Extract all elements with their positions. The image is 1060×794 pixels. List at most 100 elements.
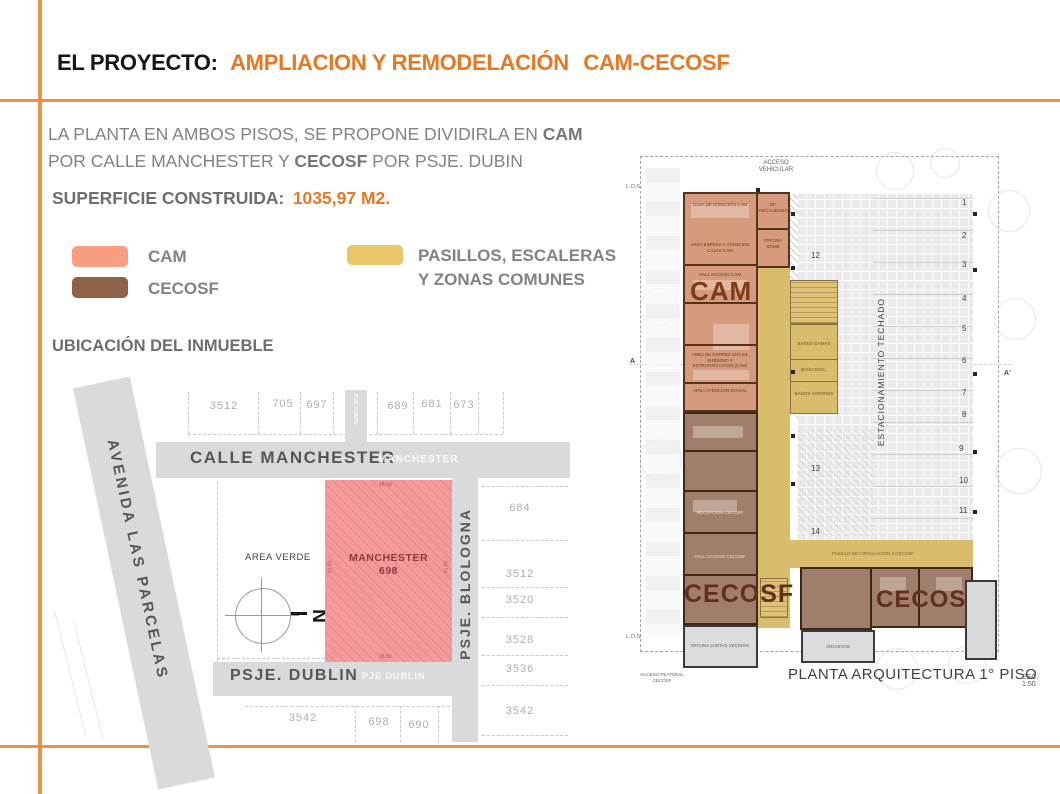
parcel-number: 3536: [505, 663, 535, 675]
left-accent-rule: [38, 0, 42, 794]
furniture: [693, 370, 749, 380]
wall-line: [758, 228, 788, 230]
superficie-value: 1035,97 M2.: [292, 188, 391, 208]
parcel-divider: [217, 658, 325, 659]
parcel-divider: [482, 587, 568, 588]
parcel-number: 681: [421, 398, 443, 410]
page-title-orange: AMPLIACION Y REMODELACIÓN: [230, 50, 569, 75]
parking-stalls: [873, 198, 973, 538]
los-label-bottom: L.O.S.: [626, 634, 642, 640]
hatch-area: [797, 430, 873, 536]
wall-line: [685, 382, 756, 384]
street-label-manchester: CALLE MANCHESTER: [190, 448, 396, 467]
parking-number: 13: [811, 464, 820, 473]
acceso-peatonal-label: ACCESO PEATONAL CECOSF: [634, 672, 690, 683]
room-oficina-juntas: OFICINA JUNTAS VECINOS: [683, 625, 758, 668]
room-label-oficina-some: OFICINA SOME: [763, 238, 783, 249]
column-marker: [791, 370, 795, 374]
banos-damas-label: BAÑOS DAMAS: [797, 341, 831, 346]
zone-cam-wing: OF. RECAUDADOR OFICINA SOME: [756, 192, 791, 268]
floor-plan: L.O.S. L.O.S. A A' ACCESO VEHICULAR ESTA…: [626, 148, 1046, 696]
parcel-divider: [450, 392, 451, 434]
column-marker: [791, 266, 795, 270]
room-label-recepcion: RECEPCION CECOSF: [696, 510, 744, 515]
superficie-row: SUPERFICIE CONSTRUIDA: 1035,97 M2.: [52, 188, 390, 209]
compass-circle: [235, 588, 291, 644]
acceso-vehicular-label: ACCESO VEHICULAR: [746, 160, 806, 174]
parcel-divider: [438, 706, 439, 742]
column-marker: [973, 510, 977, 514]
acceso-peatonal-line2: CECOSF: [652, 677, 672, 683]
parking-number: 12: [811, 251, 820, 260]
section-marker-a-prime: A': [1004, 370, 1011, 377]
lot-number: 698: [378, 565, 399, 577]
parcel-number: 684: [509, 502, 531, 514]
lot-name: MANCHESTER: [348, 552, 429, 564]
column-marker: [973, 268, 977, 272]
intro-line1: LA PLANTA EN AMBOS PISOS, SE PROPONE DIV…: [48, 124, 543, 144]
plan-caption: PLANTA ARQUITECTURA 1° PISO: [788, 666, 1038, 683]
room-label-atencion-social: AREA ATENCION SOCIAL: [693, 388, 747, 393]
furniture: [693, 426, 743, 438]
wall-line: [791, 359, 837, 360]
street-avenida-las-parcelas: AVENIDA LAS PARCELAS: [73, 376, 215, 790]
banos-varones-label: BAÑOS VARONES: [794, 391, 834, 396]
parcel-number: 3542: [288, 712, 318, 724]
map-hatch-line: [73, 621, 104, 739]
parcel-number: 697: [306, 399, 328, 411]
zone-banos: BAÑOS DAMAS BAÑO DISC. BAÑOS VARONES: [790, 324, 838, 414]
furniture: [880, 577, 906, 591]
bano-disc-label: BAÑO DISC.: [800, 367, 827, 372]
parcel-divider: [482, 540, 568, 541]
wall-line: [685, 302, 756, 304]
cecosf-left-zone-label: CECOSF: [684, 580, 795, 608]
parking-number: 9: [959, 444, 964, 453]
zone-cecosf-left: RECEPCION CECOSF HALL ACCESO CECOSF: [683, 412, 758, 625]
legend-swatch-pasillos: [347, 245, 403, 265]
furniture: [713, 324, 749, 350]
column-marker: [973, 212, 977, 216]
intro-paragraph: LA PLANTA EN AMBOS PISOS, SE PROPONE DIV…: [48, 121, 628, 175]
tree-icon: [996, 448, 1042, 494]
intro-line2: POR CALLE MANCHESTER Y: [48, 151, 295, 171]
furniture: [693, 280, 747, 290]
furniture: [691, 204, 749, 218]
parking-number: 7: [962, 388, 967, 397]
tree-icon: [988, 190, 1030, 232]
tree-icon: [994, 298, 1036, 340]
page-title-orange-suffix: CAM-CECOSF: [583, 50, 730, 75]
parcel-divider: [482, 655, 568, 656]
wall-line: [918, 569, 920, 626]
tree-icon: [876, 648, 918, 690]
street-ghost-manchester: MANCHESTER: [378, 454, 459, 465]
parcel-divider: [245, 706, 450, 707]
room-label-hall-cam: HALL ACCESO CAM: [698, 272, 742, 277]
parcel-number: 673: [453, 399, 475, 411]
parcel-divider: [355, 706, 356, 742]
parcel-number: 689: [387, 400, 409, 412]
compass-cross-h: [225, 615, 299, 616]
wall-line: [685, 532, 756, 534]
street-ghost-dublin: PJE DUBLIN: [362, 671, 426, 681]
parcel-number: 3528: [505, 634, 535, 646]
street-pje-ponte: PJE PONTE: [345, 390, 367, 442]
intro-line2-suffix: POR PSJE. DUBIN: [367, 151, 523, 171]
column-marker: [791, 482, 795, 486]
lot-dim-bottom: 28,50: [379, 654, 392, 660]
legend-swatch-cecosf: [72, 277, 128, 298]
cam-zone-label: CAM: [690, 276, 753, 306]
section-marker-a: A: [630, 358, 636, 365]
parking-number: 3: [962, 260, 967, 269]
wall-line: [685, 574, 756, 576]
pasillo2-label: PASILLO DE CIRCULACION 2 CECOSF: [832, 551, 914, 556]
parcel-divider: [377, 392, 378, 434]
cecosf-right-zone-label: CECOSF: [876, 586, 983, 613]
street-calle-manchester: [156, 442, 570, 478]
column-marker: [973, 450, 977, 454]
sidewalk-strip: [646, 168, 680, 638]
parcel-number: 3542: [505, 705, 535, 717]
parcel-divider: [503, 392, 504, 434]
furniture: [693, 500, 737, 512]
parking-number: 1: [962, 198, 967, 207]
